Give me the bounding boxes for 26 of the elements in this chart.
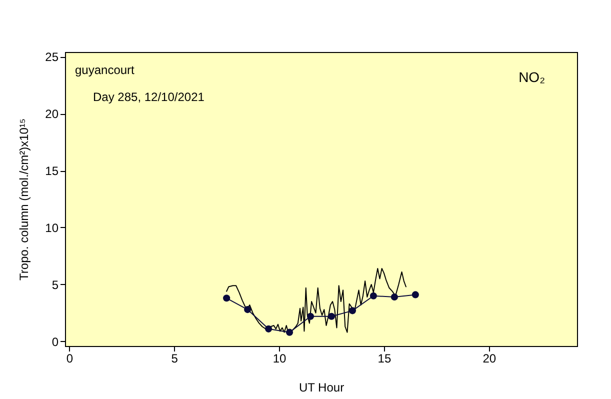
- y-tick-label: 0: [52, 334, 59, 349]
- y-tick-label: 5: [52, 278, 59, 292]
- y-tick-label: 10: [45, 220, 59, 235]
- annotation: NO₂: [518, 69, 545, 85]
- x-tick-label: 0: [66, 352, 74, 366]
- y-tick-label: 20: [45, 107, 59, 122]
- x-tick-label: 5: [171, 352, 178, 366]
- x-tick-label: 10: [272, 352, 287, 366]
- x-axis-title: UT Hour: [298, 380, 344, 394]
- point: [223, 294, 230, 302]
- y-tick-label: 15: [45, 164, 59, 178]
- y-tick-label: 25: [45, 50, 59, 64]
- point: [306, 312, 314, 320]
- annotation: guyancourt: [75, 63, 136, 77]
- point: [328, 312, 336, 320]
- point: [348, 307, 356, 314]
- point: [390, 293, 398, 301]
- x-tick-label: 20: [482, 352, 496, 366]
- point: [244, 306, 252, 314]
- point: [286, 328, 294, 336]
- y-axis-title: Tropo. column (mol./cm²)x10¹⁵: [17, 118, 32, 280]
- point: [265, 325, 272, 332]
- annotation: Day 285, 12/10/2021: [93, 90, 205, 104]
- point: [412, 291, 419, 298]
- point: [370, 292, 377, 300]
- x-tick-label: 15: [378, 352, 392, 366]
